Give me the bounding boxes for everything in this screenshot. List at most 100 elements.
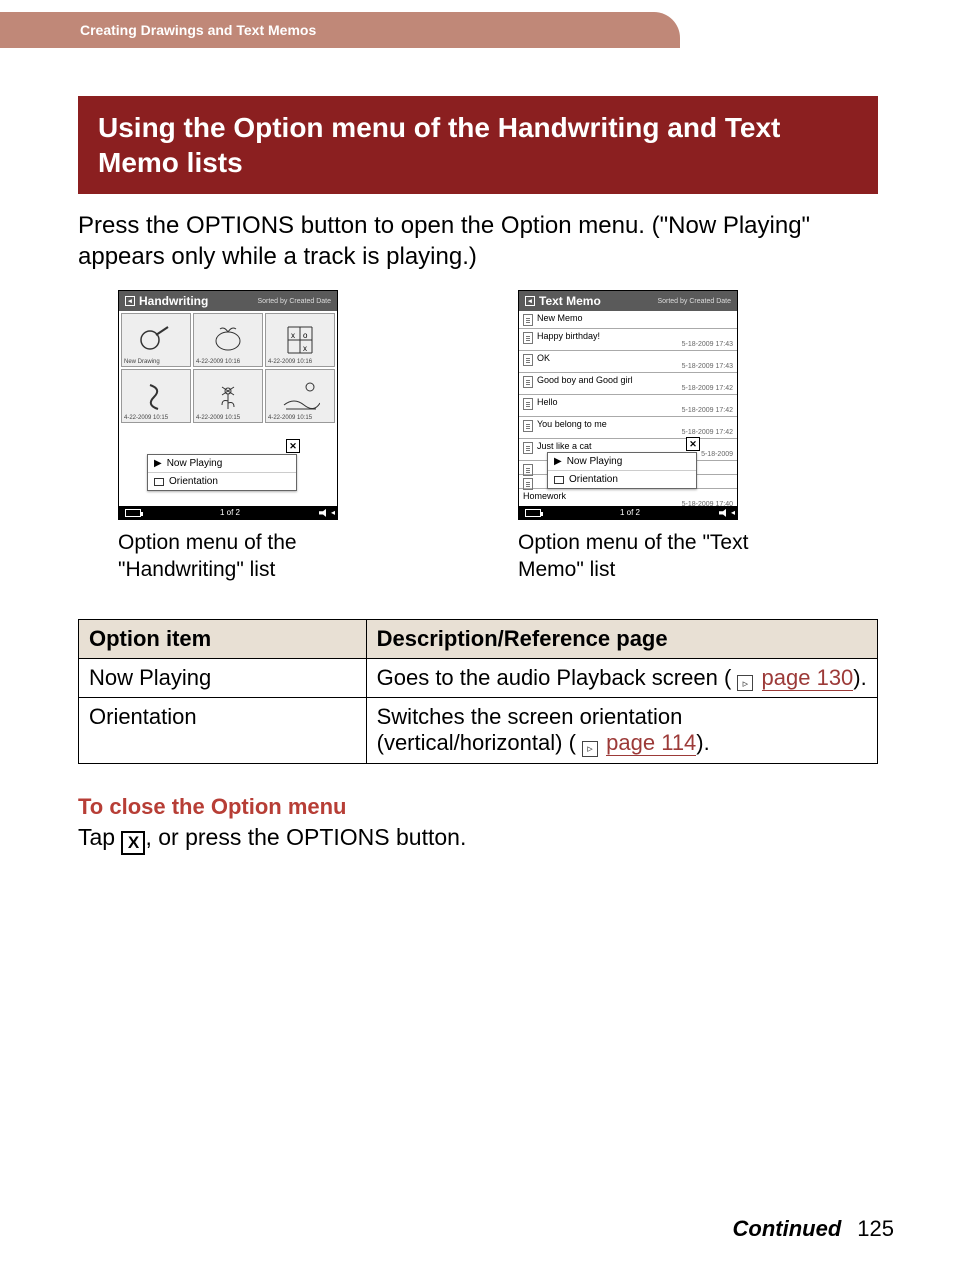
memo-ts: 5-18-2009 17:42 (537, 429, 733, 436)
handwriting-device: ◂ Handwriting Sorted by Created Date New … (118, 290, 338, 520)
memo-text: New Memo (537, 313, 733, 323)
handwriting-option-popup: ✕ ▶Now Playing Orientation (147, 454, 297, 491)
table-cell-desc: Goes to the audio Playback screen ( ▹ pa… (366, 658, 877, 698)
popup-now-playing[interactable]: ▶ Now Playing (548, 453, 696, 471)
table-row: Orientation Switches the screen orientat… (79, 698, 878, 764)
pager-text: 1 of 2 (220, 508, 240, 517)
memo-text: Just like a cat (537, 441, 592, 451)
memo-text: Happy birthday! (537, 331, 600, 341)
thumb-label: New Drawing (124, 359, 160, 365)
memo-icon (523, 314, 533, 326)
textmemo-device: ◂ Text Memo Sorted by Created Date New Me… (518, 290, 738, 520)
speaker-icon (719, 509, 729, 517)
memo-icon (523, 420, 533, 432)
popup-label: Now Playing (167, 458, 223, 469)
handwriting-thumb-grid: New Drawing 4-22-2009 10:16 xox 4-22-200… (119, 311, 337, 425)
memo-ts: 5-18-2009 17:42 (537, 385, 733, 392)
thumb-item: 4-22-2009 10:15 (193, 369, 263, 423)
textmemo-sorted-label: Sorted by Created Date (657, 298, 731, 305)
svg-text:x: x (291, 331, 295, 340)
memo-ts: 5-18-2009 17:43 (537, 341, 733, 348)
svg-text:x: x (303, 344, 307, 353)
popup-label: Orientation (569, 474, 618, 485)
close-pre: Tap (78, 824, 121, 850)
play-icon: ▶ (554, 456, 562, 467)
textmemo-caption: Option menu of the "Text Memo" list (518, 530, 758, 583)
thumb-item: 4-22-2009 10:15 (121, 369, 191, 423)
memo-icon (523, 442, 533, 454)
options-table: Option item Description/Reference page N… (78, 619, 878, 764)
screenshots-row: ◂ Handwriting Sorted by Created Date New … (118, 290, 878, 583)
continued-label: Continued (733, 1216, 842, 1242)
close-menu-heading: To close the Option menu (78, 794, 878, 820)
table-cell-item: Now Playing (79, 658, 367, 698)
orientation-icon (154, 478, 164, 486)
memo-icon (523, 332, 533, 344)
svg-text:o: o (303, 331, 308, 340)
textmemo-option-popup: ✕ ▶Now Playing Orientation (547, 452, 697, 489)
x-button-icon: X (121, 831, 145, 855)
page-link[interactable]: page 130 (762, 665, 854, 691)
back-icon: ◂ (125, 296, 135, 306)
reference-icon: ▹ (737, 675, 753, 691)
popup-orientation[interactable]: Orientation (548, 471, 696, 488)
table-cell-desc: Switches the screen orientation (vertica… (366, 698, 877, 764)
close-post: , or press the OPTIONS button. (145, 824, 466, 850)
thumb-item: xox 4-22-2009 10:16 (265, 313, 335, 367)
thumb-label: 4-22-2009 10:15 (268, 415, 312, 421)
memo-icon (523, 354, 533, 366)
battery-icon (125, 509, 141, 517)
table-row: Now Playing Goes to the audio Playback s… (79, 658, 878, 698)
memo-icon (523, 464, 533, 476)
thumb-item: 4-22-2009 10:16 (193, 313, 263, 367)
memo-row: New Memo (519, 311, 737, 329)
close-menu-text: Tap X, or press the OPTIONS button. (78, 824, 878, 855)
desc-pre: Goes to the audio Playback screen ( (377, 665, 732, 690)
handwriting-titlebar: ◂ Handwriting Sorted by Created Date (119, 291, 337, 311)
memo-text: Hello (537, 397, 558, 407)
thumb-new-drawing: New Drawing (121, 313, 191, 367)
thumb-label: 4-22-2009 10:15 (196, 415, 240, 421)
thumb-label: 4-22-2009 10:16 (196, 359, 240, 365)
textmemo-column: ◂ Text Memo Sorted by Created Date New Me… (518, 290, 758, 583)
back-icon: ◂ (525, 296, 535, 306)
memo-row: Hello5-18-2009 17:42 (519, 395, 737, 417)
popup-orientation[interactable]: Orientation (148, 473, 296, 490)
memo-ts: 5-18-2009 17:42 (537, 407, 733, 414)
thumb-label: 4-22-2009 10:15 (124, 415, 168, 421)
textmemo-title-text: Text Memo (539, 294, 601, 308)
reference-icon: ▹ (582, 741, 598, 757)
handwriting-footer: 1 of 2 ◂ (119, 506, 337, 519)
thumb-item: 4-22-2009 10:15 (265, 369, 335, 423)
memo-text: Good boy and Good girl (537, 375, 633, 385)
table-header-desc: Description/Reference page (366, 619, 877, 658)
textmemo-footer: 1 of 2 ◂ (519, 506, 737, 519)
handwriting-caption: Option menu of the "Handwriting" list (118, 530, 358, 583)
memo-row: You belong to me5-18-2009 17:42 (519, 417, 737, 439)
popup-now-playing[interactable]: ▶Now Playing (148, 455, 296, 473)
pager-text: 1 of 2 (620, 508, 640, 517)
desc-post: ). (853, 665, 866, 690)
memo-text: Homework (523, 491, 566, 501)
thumb-label: 4-22-2009 10:16 (268, 359, 312, 365)
breadcrumb-header: Creating Drawings and Text Memos (0, 12, 680, 48)
popup-label: Now Playing (567, 456, 623, 467)
memo-icon (523, 478, 533, 490)
close-icon[interactable]: ✕ (686, 437, 700, 451)
page-link[interactable]: page 114 (606, 730, 696, 756)
page-title: Using the Option menu of the Handwriting… (78, 96, 878, 194)
intro-text: Press the OPTIONS button to open the Opt… (78, 210, 878, 272)
page-content: Using the Option menu of the Handwriting… (78, 96, 878, 855)
handwriting-title-text: Handwriting (139, 294, 208, 308)
table-header-item: Option item (79, 619, 367, 658)
memo-text: You belong to me (537, 419, 607, 429)
memo-row: OK5-18-2009 17:43 (519, 351, 737, 373)
close-icon[interactable]: ✕ (286, 439, 300, 453)
orientation-icon (554, 476, 564, 484)
handwriting-sorted-label: Sorted by Created Date (257, 298, 331, 305)
memo-row: Good boy and Good girl5-18-2009 17:42 (519, 373, 737, 395)
memo-ts: 5-18-2009 17:43 (537, 363, 733, 370)
speaker-icon (319, 509, 329, 517)
memo-icon (523, 376, 533, 388)
battery-icon (525, 509, 541, 517)
